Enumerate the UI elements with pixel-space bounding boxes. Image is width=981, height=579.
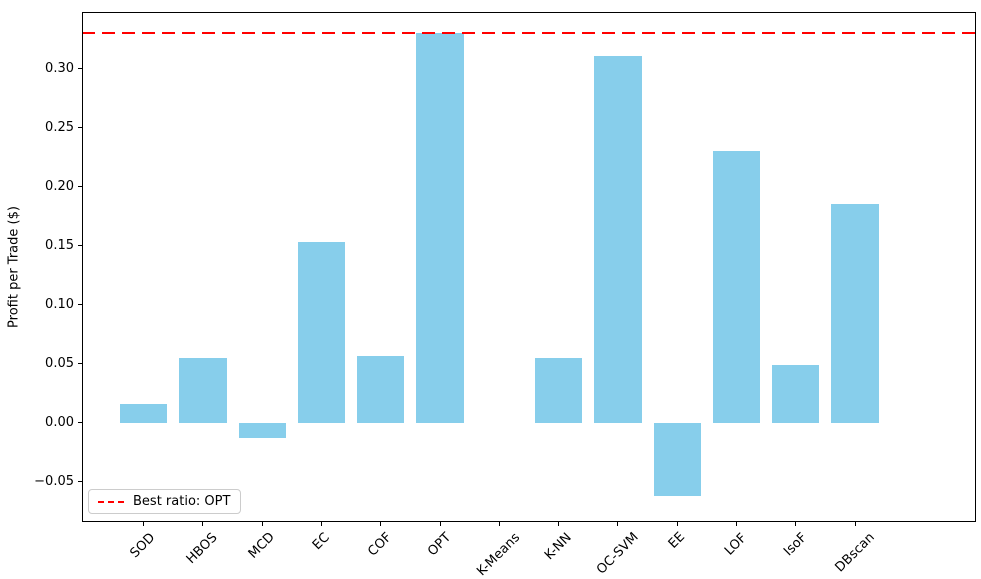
x-tick-label-dbscan: DBscan [832, 529, 878, 576]
bar-hbos [179, 357, 227, 423]
x-tick-mark [736, 522, 737, 526]
x-tick-label-hbos: HBOS [184, 529, 221, 567]
bar-oc-svm [594, 55, 642, 423]
legend: Best ratio: OPT [88, 489, 242, 514]
bar-isof [772, 365, 820, 423]
x-tick-label-lof: LOF [721, 530, 750, 559]
x-tick-mark [143, 522, 145, 526]
x-tick-mark [439, 522, 441, 526]
bar-ec [297, 242, 346, 423]
y-tick-mark [78, 186, 82, 188]
y-tick-label: 0.10 [45, 296, 74, 312]
y-tick-label: 0.15 [45, 237, 74, 253]
x-tick-mark [261, 522, 263, 526]
best-ratio-line [82, 32, 976, 35]
y-tick-mark [78, 127, 82, 129]
x-tick-label-k-nn: K-NN [542, 529, 575, 563]
y-tick-mark [78, 304, 82, 306]
x-tick-mark [558, 522, 560, 526]
x-tick-mark [795, 522, 797, 526]
x-tick-label-sod: SOD [127, 530, 159, 561]
y-tick-mark [78, 68, 82, 70]
x-tick-mark [854, 522, 856, 526]
x-tick-label-ee: EE [665, 529, 689, 553]
x-tick-mark [321, 522, 322, 526]
y-tick-label: −0.05 [34, 473, 74, 489]
x-tick-mark [617, 522, 619, 526]
y-tick-mark [78, 363, 82, 365]
bar-k-nn [534, 357, 583, 423]
bar-lof [712, 151, 761, 423]
y-tick-label: 0.30 [45, 60, 74, 76]
x-tick-mark [202, 522, 204, 526]
x-tick-label-oc-svm: OC-SVM [593, 529, 642, 578]
x-tick-label-mcd: MCD [245, 529, 279, 562]
bar-dbscan [831, 204, 879, 423]
x-tick-mark [676, 522, 678, 526]
y-tick-label: 0.20 [45, 178, 74, 194]
bar-sod [119, 403, 168, 423]
y-tick-mark [78, 481, 82, 483]
bar-cof [357, 355, 405, 423]
x-tick-label-isof: IsoF [780, 530, 810, 560]
x-tick-label-ec: EC [309, 529, 333, 553]
y-tick-mark [78, 422, 82, 424]
legend-label: Best ratio: OPT [133, 494, 231, 509]
bar-mcd [238, 422, 286, 439]
x-tick-label-opt: OPT [425, 530, 455, 560]
x-tick-mark [380, 522, 382, 526]
x-tick-label-cof: COF [365, 530, 396, 560]
legend-dashed-line-sample [98, 500, 124, 503]
y-tick-label: 0.05 [45, 355, 74, 371]
y-tick-label: 0.00 [45, 414, 74, 430]
bar-ee [653, 422, 701, 496]
y-tick-mark [78, 245, 82, 247]
x-tick-label-k-means: K-Means [474, 530, 524, 579]
bar-opt [416, 33, 464, 423]
x-tick-mark [498, 522, 500, 526]
y-tick-label: 0.25 [45, 119, 74, 135]
